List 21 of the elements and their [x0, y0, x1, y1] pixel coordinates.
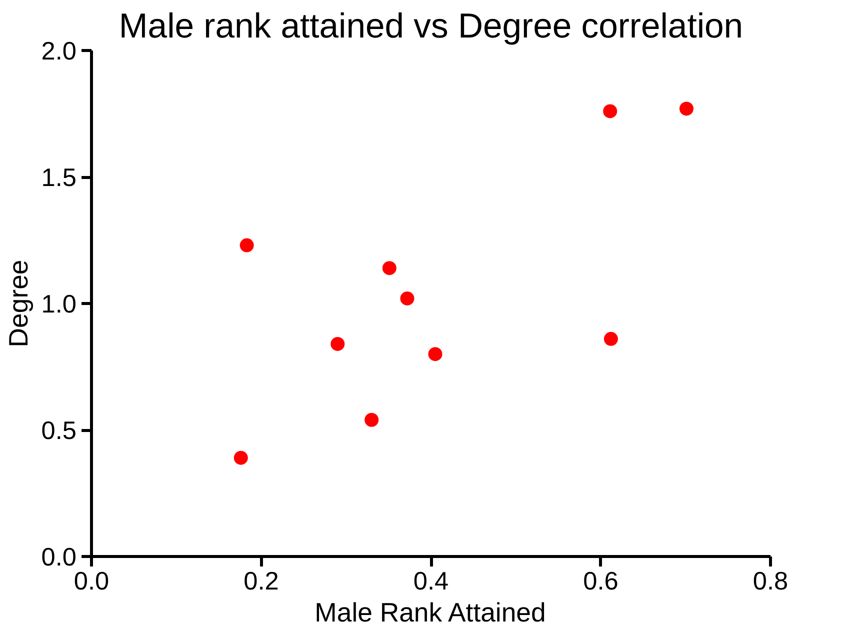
- point: [428, 347, 442, 362]
- point: [604, 332, 618, 346]
- point: [330, 336, 345, 351]
- y-tick-label: 1.5: [41, 164, 77, 192]
- y-tick-label: 0.5: [41, 417, 77, 445]
- y-axis-title: Degree: [3, 260, 34, 348]
- x-tick-label: 0.8: [752, 568, 788, 596]
- x-tick-label: 0.6: [583, 568, 618, 596]
- point: [234, 450, 248, 465]
- x-tick-label: 0.4: [413, 568, 449, 596]
- text: 1.0: [41, 290, 77, 318]
- chart-title: Male rank attained vs Degree correlation: [118, 8, 744, 46]
- point: [679, 102, 694, 116]
- text: 2.0: [41, 38, 77, 66]
- x-tick-label: 0.2: [244, 568, 279, 596]
- x-axis-title: Male Rank Attained: [314, 598, 546, 628]
- point: [364, 412, 379, 427]
- point: [603, 104, 618, 118]
- point: [240, 238, 254, 252]
- point: [382, 261, 396, 276]
- point: [400, 291, 414, 306]
